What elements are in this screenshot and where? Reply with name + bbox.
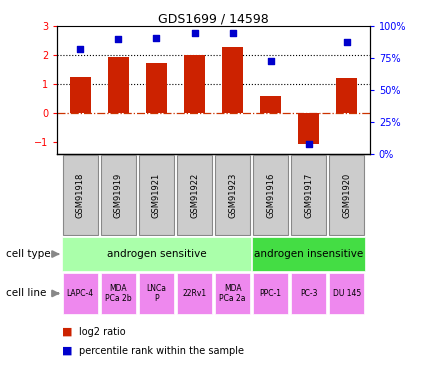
FancyBboxPatch shape <box>215 154 250 236</box>
Point <box>343 39 350 45</box>
Title: GDS1699 / 14598: GDS1699 / 14598 <box>158 12 269 25</box>
FancyBboxPatch shape <box>329 154 364 236</box>
Point <box>153 35 160 41</box>
FancyBboxPatch shape <box>329 273 364 314</box>
Text: PPC-1: PPC-1 <box>260 289 282 298</box>
Bar <box>298 113 319 144</box>
FancyBboxPatch shape <box>101 273 136 314</box>
Text: ■: ■ <box>62 327 76 337</box>
FancyBboxPatch shape <box>253 154 288 236</box>
Bar <box>184 55 205 113</box>
FancyBboxPatch shape <box>62 237 251 271</box>
Text: androgen insensitive: androgen insensitive <box>254 249 363 259</box>
Text: GSM91922: GSM91922 <box>190 172 199 217</box>
Bar <box>108 57 129 113</box>
Text: GSM91919: GSM91919 <box>114 172 123 217</box>
Point <box>267 58 274 64</box>
Point <box>229 30 236 36</box>
FancyBboxPatch shape <box>139 154 174 236</box>
Point <box>115 36 122 42</box>
Bar <box>222 46 243 113</box>
Text: percentile rank within the sample: percentile rank within the sample <box>79 346 244 355</box>
Text: ■: ■ <box>62 346 76 355</box>
Text: 22Rv1: 22Rv1 <box>182 289 207 298</box>
FancyBboxPatch shape <box>177 154 212 236</box>
Text: GSM91918: GSM91918 <box>76 172 85 217</box>
Text: LAPC-4: LAPC-4 <box>67 289 94 298</box>
FancyBboxPatch shape <box>252 237 365 271</box>
Text: DU 145: DU 145 <box>333 289 361 298</box>
Text: GSM91923: GSM91923 <box>228 172 237 217</box>
FancyBboxPatch shape <box>63 273 98 314</box>
Text: log2 ratio: log2 ratio <box>79 327 125 337</box>
FancyBboxPatch shape <box>177 273 212 314</box>
FancyBboxPatch shape <box>63 154 98 236</box>
Point <box>306 141 312 147</box>
Text: GSM91921: GSM91921 <box>152 172 161 217</box>
Text: cell line: cell line <box>6 288 47 298</box>
Text: GSM91917: GSM91917 <box>304 172 313 217</box>
FancyBboxPatch shape <box>253 273 288 314</box>
FancyBboxPatch shape <box>101 154 136 236</box>
Text: PC-3: PC-3 <box>300 289 317 298</box>
Text: MDA
PCa 2b: MDA PCa 2b <box>105 284 132 303</box>
FancyBboxPatch shape <box>291 273 326 314</box>
Text: LNCa
P: LNCa P <box>147 284 167 303</box>
Text: cell type: cell type <box>6 249 51 259</box>
Bar <box>337 78 357 113</box>
Text: MDA
PCa 2a: MDA PCa 2a <box>219 284 246 303</box>
Point <box>191 30 198 36</box>
Text: androgen sensitive: androgen sensitive <box>107 249 206 259</box>
Text: GSM91920: GSM91920 <box>343 172 351 217</box>
Point <box>77 46 84 52</box>
FancyBboxPatch shape <box>139 273 174 314</box>
FancyBboxPatch shape <box>215 273 250 314</box>
FancyBboxPatch shape <box>291 154 326 236</box>
Bar <box>146 63 167 113</box>
Bar <box>260 96 281 113</box>
Bar <box>70 77 91 113</box>
Text: GSM91916: GSM91916 <box>266 172 275 217</box>
